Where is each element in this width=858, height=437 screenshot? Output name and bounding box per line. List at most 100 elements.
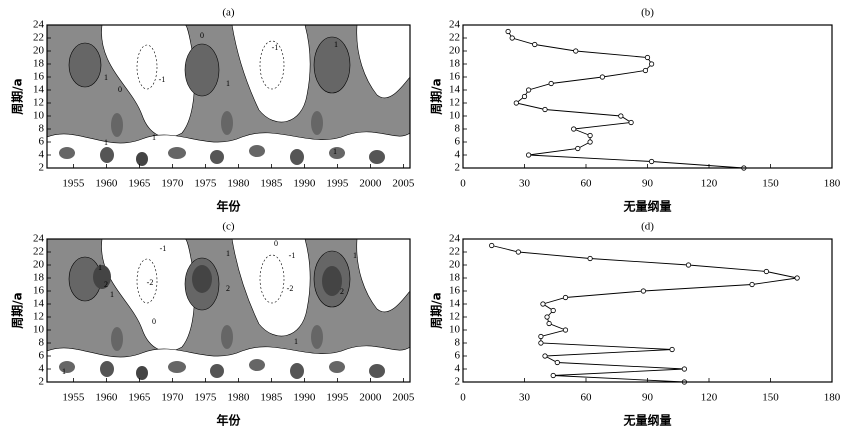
y-tick-label: 4 <box>39 149 45 161</box>
y-tick-label: 24 <box>33 233 45 245</box>
x-tick-label: 1975 <box>194 392 217 404</box>
data-point <box>550 372 556 379</box>
data-point <box>513 100 519 106</box>
y-axis-label: 周期/a <box>429 292 444 328</box>
x-tick-label: 1980 <box>227 178 250 190</box>
data-point <box>544 314 550 320</box>
y-tick-label: 20 <box>449 259 461 271</box>
data-point <box>562 294 569 301</box>
contour-label: -1 <box>159 75 166 84</box>
series-line <box>507 31 744 169</box>
y-tick-label: 24 <box>449 233 461 245</box>
data-point <box>505 28 511 35</box>
x-tick-label: 1970 <box>161 392 184 404</box>
plot-frame <box>46 24 411 169</box>
contour-label: 1 <box>152 133 156 142</box>
x-tick-label: 1985 <box>260 392 283 404</box>
data-point <box>554 359 560 366</box>
x-tick-label: 1995 <box>326 178 349 190</box>
x-tick-label: 1960 <box>95 392 118 404</box>
contour-label: 1 <box>98 263 102 272</box>
data-point <box>599 74 606 80</box>
contour-label: -2 <box>147 278 154 287</box>
y-tick-label: 18 <box>449 272 461 284</box>
y-tick-label: 18 <box>33 272 45 284</box>
x-tick-label: 1970 <box>161 178 184 190</box>
x-tick-label: 1990 <box>293 178 316 190</box>
contour-label: 1 <box>294 337 298 346</box>
y-tick-label: 2 <box>455 162 461 174</box>
y-tick-label: 10 <box>33 324 45 336</box>
data-point <box>550 307 556 314</box>
contour-label: -1 <box>289 251 296 260</box>
data-point <box>521 93 528 100</box>
y-tick-label: 24 <box>449 19 461 31</box>
x-tick-label: 1965 <box>128 392 151 404</box>
y-tick-label: 2 <box>39 376 45 388</box>
contour-core <box>322 266 342 296</box>
x-tick-label: 150 <box>762 392 779 404</box>
x-tick-label: 30 <box>519 178 531 190</box>
data-point <box>515 249 521 255</box>
y-tick-label: 16 <box>33 285 45 297</box>
data-point <box>532 41 538 48</box>
data-point <box>571 126 577 132</box>
contour-label: -1 <box>160 244 167 253</box>
contour-field <box>47 25 410 168</box>
data-point <box>685 262 692 268</box>
x-tick-label: 2005 <box>392 392 415 404</box>
y-tick-label: 16 <box>449 71 461 83</box>
y-tick-label: 8 <box>39 337 45 349</box>
x-tick-label: 1960 <box>95 178 118 190</box>
contour-label: 1 <box>104 73 108 82</box>
contour-label: 1 <box>334 40 338 49</box>
data-point <box>489 242 495 249</box>
contour-label: 1 <box>226 79 230 88</box>
y-tick-label: 8 <box>455 337 461 349</box>
y-tick-label: 14 <box>449 298 461 310</box>
contour-label: 2 <box>340 287 344 296</box>
y-tick-label: 6 <box>455 136 461 148</box>
data-point <box>542 353 548 359</box>
chart-title: (b) <box>641 7 654 19</box>
x-axis-label: 无量纲量 <box>622 199 671 214</box>
data-point <box>763 268 770 275</box>
chart-title: (c) <box>222 221 235 233</box>
x-tick-label: 120 <box>701 392 718 404</box>
x-tick-label: 1980 <box>227 392 250 404</box>
contour-label: 0 <box>118 85 122 94</box>
data-point <box>525 87 532 93</box>
y-tick-label: 2 <box>455 376 461 388</box>
data-point <box>509 35 515 41</box>
y-tick-label: 4 <box>39 363 45 375</box>
y-tick-label: 12 <box>33 97 44 109</box>
chart-title: (d) <box>641 221 654 233</box>
data-point <box>644 54 651 61</box>
data-point <box>618 113 624 119</box>
data-point <box>648 158 655 165</box>
x-tick-label: 0 <box>460 392 466 404</box>
x-tick-label: 60 <box>581 392 593 404</box>
contour-shapes <box>47 239 410 382</box>
contour-core <box>93 265 111 289</box>
contour-label: 0 <box>274 239 278 248</box>
y-tick-label: 14 <box>449 84 461 96</box>
y-tick-label: 16 <box>33 71 45 83</box>
data-point <box>546 320 552 327</box>
data-point <box>538 340 544 346</box>
contour-label: 1 <box>62 367 66 376</box>
data-point <box>562 327 569 333</box>
y-tick-label: 22 <box>33 32 44 44</box>
y-tick-label: 10 <box>33 110 45 122</box>
y-tick-label: 14 <box>33 298 45 310</box>
y-tick-label: 22 <box>449 246 460 258</box>
x-tick-label: 150 <box>762 178 779 190</box>
data-point <box>642 67 649 74</box>
y-tick-label: 20 <box>449 45 461 57</box>
x-tick-label: 180 <box>824 392 841 404</box>
y-tick-label: 16 <box>449 285 461 297</box>
chart-title: (a) <box>222 7 235 19</box>
x-tick-label: 2000 <box>359 178 382 190</box>
contour-label: 1 <box>353 251 357 260</box>
